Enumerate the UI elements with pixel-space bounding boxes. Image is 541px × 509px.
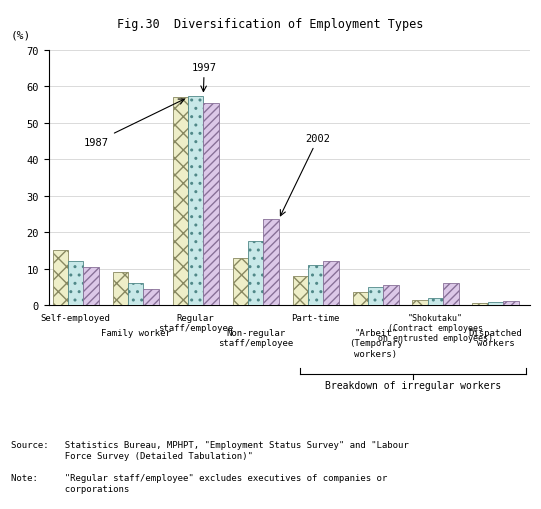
Bar — [368, 287, 383, 305]
Text: Family worker: Family worker — [101, 328, 170, 337]
Bar — [324, 262, 339, 305]
Text: 1997: 1997 — [192, 63, 217, 92]
Bar — [113, 273, 128, 305]
Bar — [188, 96, 203, 305]
Bar — [263, 220, 279, 305]
Text: Non-regular
staff/employee: Non-regular staff/employee — [218, 328, 293, 348]
Bar — [83, 267, 98, 305]
Bar — [428, 298, 443, 305]
Bar — [472, 303, 488, 305]
Bar — [412, 300, 428, 305]
Bar — [52, 251, 68, 305]
Text: Source:   Statistics Bureau, MPHPT, "Employment Status Survey" and "Labour
     : Source: Statistics Bureau, MPHPT, "Emplo… — [11, 440, 408, 460]
Text: (%): (%) — [10, 31, 30, 41]
Text: Fig.30  Diversification of Employment Types: Fig.30 Diversification of Employment Typ… — [117, 18, 424, 31]
Text: Part-time: Part-time — [292, 313, 340, 322]
Bar — [68, 262, 83, 305]
Bar — [503, 301, 519, 305]
Text: Dispatched
workers: Dispatched workers — [469, 328, 523, 348]
Bar — [173, 98, 188, 305]
Bar — [248, 242, 263, 305]
Text: Regular
staff/employee: Regular staff/employee — [158, 313, 233, 332]
Bar — [308, 265, 324, 305]
Bar — [233, 258, 248, 305]
Bar — [443, 284, 459, 305]
Bar — [488, 302, 503, 305]
Text: 2002: 2002 — [280, 134, 331, 216]
Bar — [383, 286, 399, 305]
Bar — [128, 284, 143, 305]
Bar — [353, 293, 368, 305]
Text: 1987: 1987 — [84, 100, 184, 148]
Text: "Arbeit"
(Temporary
workers): "Arbeit" (Temporary workers) — [349, 328, 403, 358]
Text: "Shokutaku"
(Contract employees
on entrusted employees): "Shokutaku" (Contract employees on entru… — [378, 313, 493, 343]
Bar — [203, 104, 219, 305]
Text: Note:     "Regular staff/employee" excludes executives of companies or
         : Note: "Regular staff/employee" excludes … — [11, 473, 387, 493]
Bar — [293, 276, 308, 305]
Text: Breakdown of irregular workers: Breakdown of irregular workers — [325, 380, 502, 390]
Text: Self-employed: Self-employed — [41, 313, 110, 322]
Bar — [143, 289, 159, 305]
